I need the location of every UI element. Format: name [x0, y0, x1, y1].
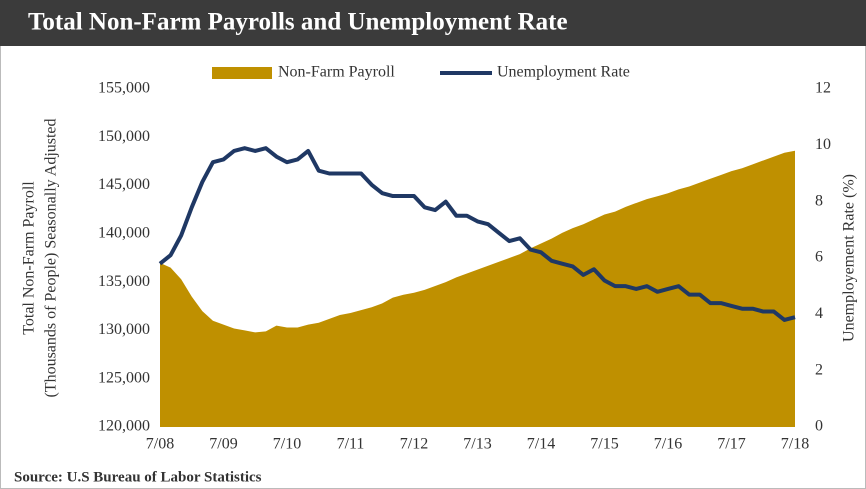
title-bar	[0, 0, 866, 46]
y2-tick-label: 4	[815, 305, 823, 322]
y2-tick-label: 6	[815, 249, 823, 266]
y2-tick-label: 12	[815, 80, 831, 97]
x-tick-label: 7/13	[463, 436, 491, 453]
y-axis-label: Total Non-Farm Payroll	[21, 181, 38, 335]
chart-title: Total Non-Farm Payrolls and Unemployment…	[28, 9, 568, 36]
line	[158, 146, 796, 322]
y2-tick-label: 2	[815, 361, 823, 378]
y-axis-label: (Thousands of People) Seasonally Adjuste…	[43, 118, 60, 397]
area	[160, 150, 795, 427]
x-tick-label: 7/14	[527, 436, 555, 453]
legend-label: Non-Farm Payroll	[278, 64, 395, 81]
x-tick-label: 7/15	[590, 436, 618, 453]
x-tick-label: 7/18	[781, 436, 809, 453]
y-tick-label: 140,000	[98, 225, 150, 242]
x-tick-label: 7/16	[654, 436, 682, 453]
y-tick-label: 150,000	[98, 128, 150, 145]
y-tick-label: 120,000	[98, 418, 150, 435]
source: Source: U.S Bureau of Labor Statistics	[14, 469, 262, 485]
x-tick-label: 7/17	[717, 436, 745, 453]
y-tick-label: 145,000	[98, 176, 150, 193]
y-tick-label: 155,000	[98, 80, 150, 97]
legend-label: Unemployment Rate	[497, 64, 630, 81]
x-tick-label: 7/09	[209, 436, 237, 453]
x-tick-label: 7/08	[146, 436, 174, 453]
y2-tick-label: 10	[815, 136, 831, 153]
x-tick-label: 7/11	[337, 436, 365, 453]
y-tick-label: 125,000	[98, 369, 150, 386]
y-tick-label: 130,000	[98, 321, 150, 338]
x-tick-label: 7/10	[273, 436, 301, 453]
y2-tick-label: 0	[815, 418, 823, 435]
y-tick-label: 135,000	[98, 273, 150, 290]
x-tick-label: 7/12	[400, 436, 428, 453]
legend-swatch	[212, 67, 272, 79]
y2-tick-label: 8	[815, 192, 823, 209]
y2-axis-label: Unemployement Rate (%)	[841, 174, 858, 342]
